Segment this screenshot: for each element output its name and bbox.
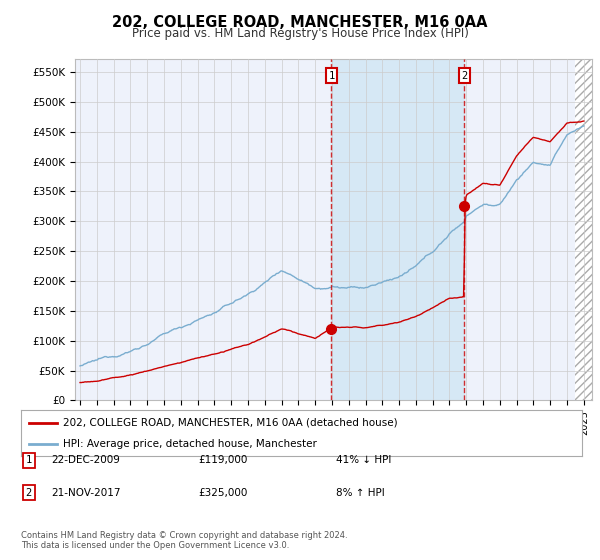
Text: £325,000: £325,000 bbox=[198, 488, 247, 498]
Text: 1: 1 bbox=[328, 71, 335, 81]
Bar bbox=[575, 59, 592, 400]
Text: 2: 2 bbox=[26, 488, 32, 498]
Text: HPI: Average price, detached house, Manchester: HPI: Average price, detached house, Manc… bbox=[63, 439, 317, 449]
Text: 1: 1 bbox=[26, 455, 32, 465]
Text: 8% ↑ HPI: 8% ↑ HPI bbox=[336, 488, 385, 498]
Text: 21-NOV-2017: 21-NOV-2017 bbox=[51, 488, 121, 498]
Text: 202, COLLEGE ROAD, MANCHESTER, M16 0AA: 202, COLLEGE ROAD, MANCHESTER, M16 0AA bbox=[112, 15, 488, 30]
Bar bbox=[331, 59, 464, 400]
Text: 2: 2 bbox=[461, 71, 467, 81]
Text: Price paid vs. HM Land Registry's House Price Index (HPI): Price paid vs. HM Land Registry's House … bbox=[131, 27, 469, 40]
Text: 202, COLLEGE ROAD, MANCHESTER, M16 0AA (detached house): 202, COLLEGE ROAD, MANCHESTER, M16 0AA (… bbox=[63, 418, 398, 428]
Text: Contains HM Land Registry data © Crown copyright and database right 2024.
This d: Contains HM Land Registry data © Crown c… bbox=[21, 531, 347, 550]
Bar bbox=[575, 59, 592, 400]
Text: 41% ↓ HPI: 41% ↓ HPI bbox=[336, 455, 391, 465]
Text: 22-DEC-2009: 22-DEC-2009 bbox=[51, 455, 120, 465]
Text: £119,000: £119,000 bbox=[198, 455, 247, 465]
